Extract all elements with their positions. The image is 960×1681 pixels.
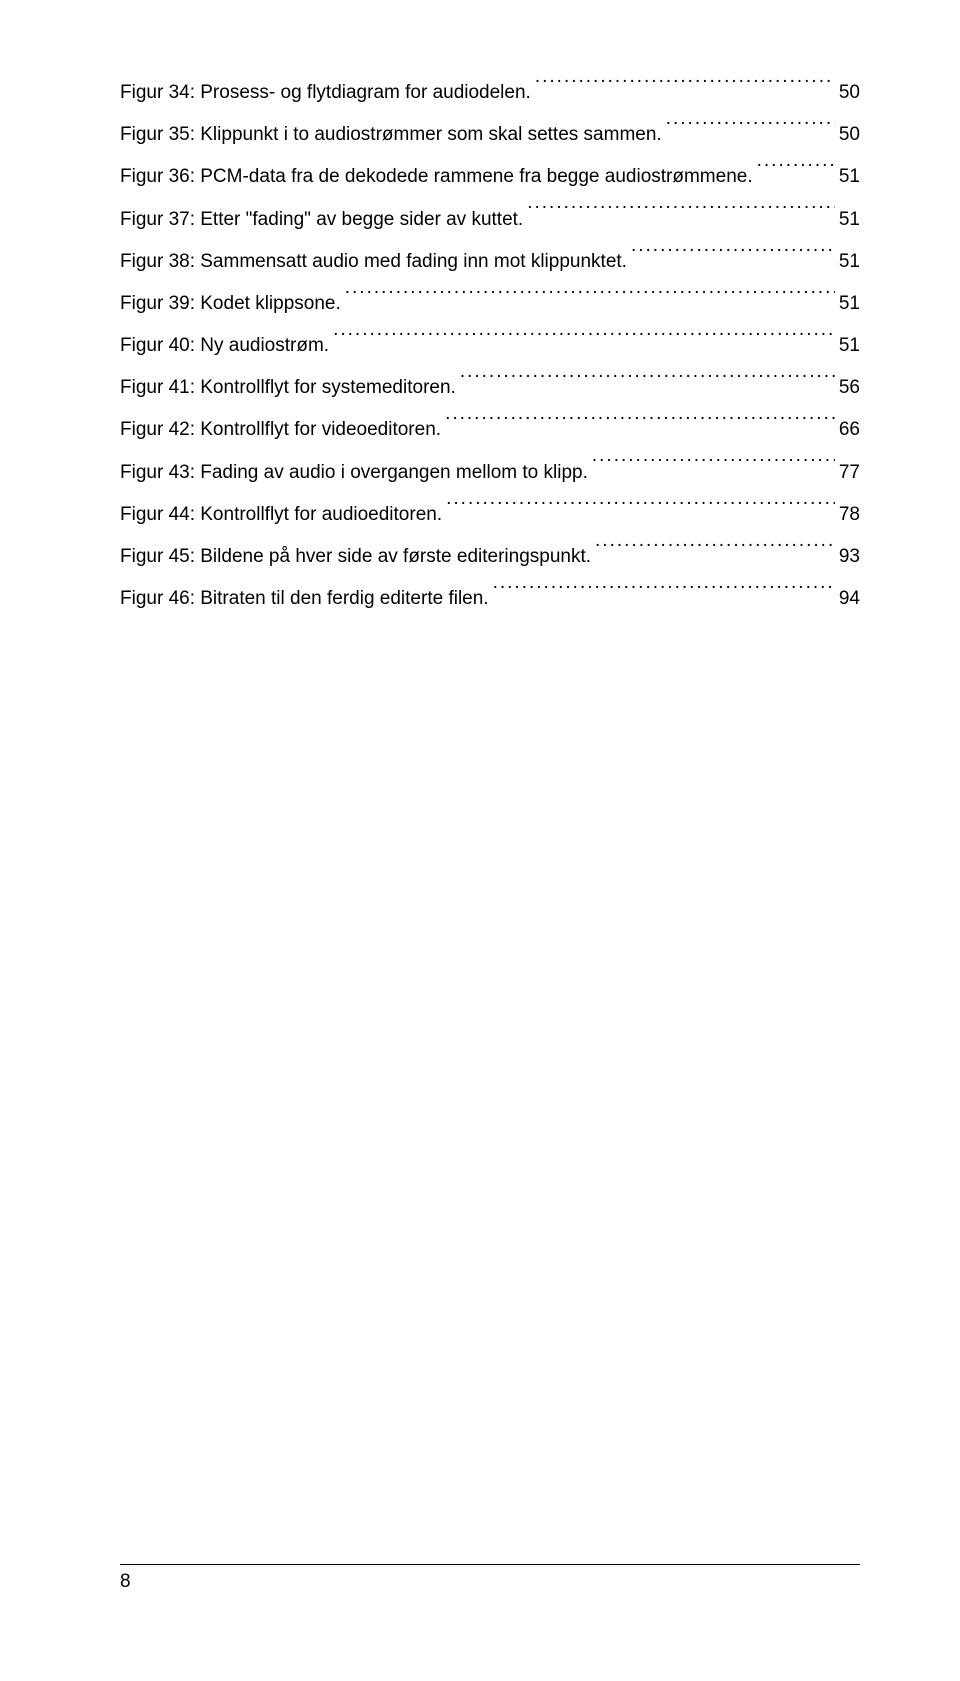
leader-dots [445, 416, 835, 435]
page: Figur 34: Prosess- og flytdiagram for au… [0, 0, 960, 1681]
leader-dots [460, 374, 835, 393]
figure-entry: Figur 42: Kontrollflyt for videoeditoren… [120, 409, 860, 451]
figure-entry-label: Figur 39: Kodet klippsone. [120, 283, 341, 325]
figure-entry-label: Figur 35: Klippunkt i to audiostrømmer s… [120, 114, 662, 156]
figure-entry-page: 77 [839, 452, 860, 494]
figure-entry-label: Figur 38: Sammensatt audio med fading in… [120, 241, 627, 283]
figure-entry: Figur 34: Prosess- og flytdiagram for au… [120, 72, 860, 114]
figure-entry: Figur 39: Kodet klippsone. 51 [120, 283, 860, 325]
figure-entry-page: 56 [839, 367, 860, 409]
figure-entry-page: 50 [839, 114, 860, 156]
figure-entry-page: 51 [839, 156, 860, 198]
figure-entry-page: 78 [839, 494, 860, 536]
figure-entry-label: Figur 34: Prosess- og flytdiagram for au… [120, 72, 531, 114]
figure-entry-page: 66 [839, 409, 860, 451]
figure-entry: Figur 35: Klippunkt i to audiostrømmer s… [120, 114, 860, 156]
figure-entry-label: Figur 46: Bitraten til den ferdig editer… [120, 578, 489, 620]
figure-entry: Figur 43: Fading av audio i overgangen m… [120, 452, 860, 494]
figure-entry-label: Figur 45: Bildene på hver side av første… [120, 536, 591, 578]
figure-entry: Figur 45: Bildene på hver side av første… [120, 536, 860, 578]
figure-entry: Figur 38: Sammensatt audio med fading in… [120, 241, 860, 283]
figure-entry-page: 50 [839, 72, 860, 114]
figure-entry-page: 51 [839, 283, 860, 325]
leader-dots [666, 121, 835, 140]
page-footer: 8 [120, 1564, 860, 1593]
leader-dots [631, 248, 835, 267]
figure-entry-label: Figur 44: Kontrollflyt for audioeditoren… [120, 494, 442, 536]
leader-dots [493, 585, 835, 604]
figure-entry: Figur 46: Bitraten til den ferdig editer… [120, 578, 860, 620]
figure-entry: Figur 37: Etter "fading" av begge sider … [120, 199, 860, 241]
leader-dots [345, 290, 835, 309]
leader-dots [446, 501, 835, 520]
figure-entry: Figur 36: PCM-data fra de dekodede ramme… [120, 156, 860, 198]
figure-entry-page: 51 [839, 199, 860, 241]
figure-entry-label: Figur 42: Kontrollflyt for videoeditoren… [120, 409, 441, 451]
figure-entry-label: Figur 43: Fading av audio i overgangen m… [120, 452, 588, 494]
leader-dots [535, 79, 835, 98]
figure-entry-page: 51 [839, 241, 860, 283]
figure-entry: Figur 44: Kontrollflyt for audioeditoren… [120, 494, 860, 536]
figure-entry-page: 93 [839, 536, 860, 578]
figure-entry-page: 94 [839, 578, 860, 620]
leader-dots [333, 332, 835, 351]
figure-entry-label: Figur 37: Etter "fading" av begge sider … [120, 199, 523, 241]
figure-entry-label: Figur 41: Kontrollflyt for systemeditore… [120, 367, 456, 409]
figure-entry-label: Figur 40: Ny audiostrøm. [120, 325, 329, 367]
page-number: 8 [120, 1571, 131, 1592]
figure-entry-label: Figur 36: PCM-data fra de dekodede ramme… [120, 156, 753, 198]
figure-entry: Figur 40: Ny audiostrøm. 51 [120, 325, 860, 367]
leader-dots [595, 543, 835, 562]
leader-dots [527, 206, 835, 225]
leader-dots [592, 459, 835, 478]
figure-entry-page: 51 [839, 325, 860, 367]
figure-list: Figur 34: Prosess- og flytdiagram for au… [120, 72, 860, 620]
leader-dots [757, 163, 835, 182]
figure-entry: Figur 41: Kontrollflyt for systemeditore… [120, 367, 860, 409]
